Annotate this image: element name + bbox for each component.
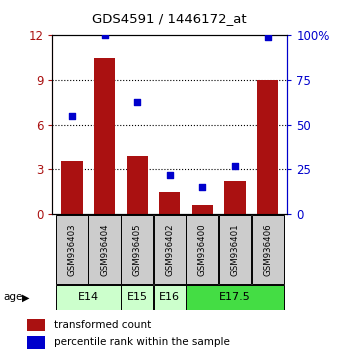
Bar — [94, 58, 115, 214]
Bar — [27, 336, 45, 349]
Text: GSM936402: GSM936402 — [165, 223, 174, 276]
Bar — [89, 215, 121, 284]
Text: GSM936401: GSM936401 — [231, 223, 240, 276]
Text: GDS4591 / 1446172_at: GDS4591 / 1446172_at — [92, 12, 246, 25]
Bar — [121, 215, 153, 284]
Bar — [62, 161, 82, 214]
Bar — [27, 319, 45, 331]
Bar — [121, 285, 153, 309]
Bar — [192, 205, 213, 214]
Bar — [224, 181, 246, 214]
Text: ▶: ▶ — [22, 292, 29, 302]
Bar — [257, 80, 278, 214]
Bar — [186, 285, 284, 309]
Point — [135, 99, 140, 104]
Text: E15: E15 — [127, 292, 148, 302]
Point — [233, 163, 238, 169]
Point — [102, 33, 107, 38]
Text: GSM936403: GSM936403 — [68, 223, 76, 276]
Text: percentile rank within the sample: percentile rank within the sample — [54, 337, 230, 347]
Text: E16: E16 — [159, 292, 180, 302]
Bar — [56, 285, 121, 309]
Bar — [154, 285, 186, 309]
Bar — [251, 215, 284, 284]
Text: GSM936406: GSM936406 — [263, 223, 272, 276]
Bar — [56, 215, 88, 284]
Text: transformed count: transformed count — [54, 320, 151, 330]
Bar — [219, 215, 251, 284]
Bar — [154, 215, 186, 284]
Text: E17.5: E17.5 — [219, 292, 251, 302]
Text: age: age — [3, 292, 23, 302]
Text: GSM936400: GSM936400 — [198, 223, 207, 276]
Point — [200, 184, 205, 190]
Text: GSM936404: GSM936404 — [100, 223, 109, 276]
Point — [265, 34, 270, 40]
Text: E14: E14 — [78, 292, 99, 302]
Bar — [186, 215, 218, 284]
Text: GSM936405: GSM936405 — [133, 223, 142, 276]
Bar — [127, 156, 148, 214]
Point — [167, 172, 173, 178]
Bar — [159, 192, 180, 214]
Point — [69, 113, 75, 119]
